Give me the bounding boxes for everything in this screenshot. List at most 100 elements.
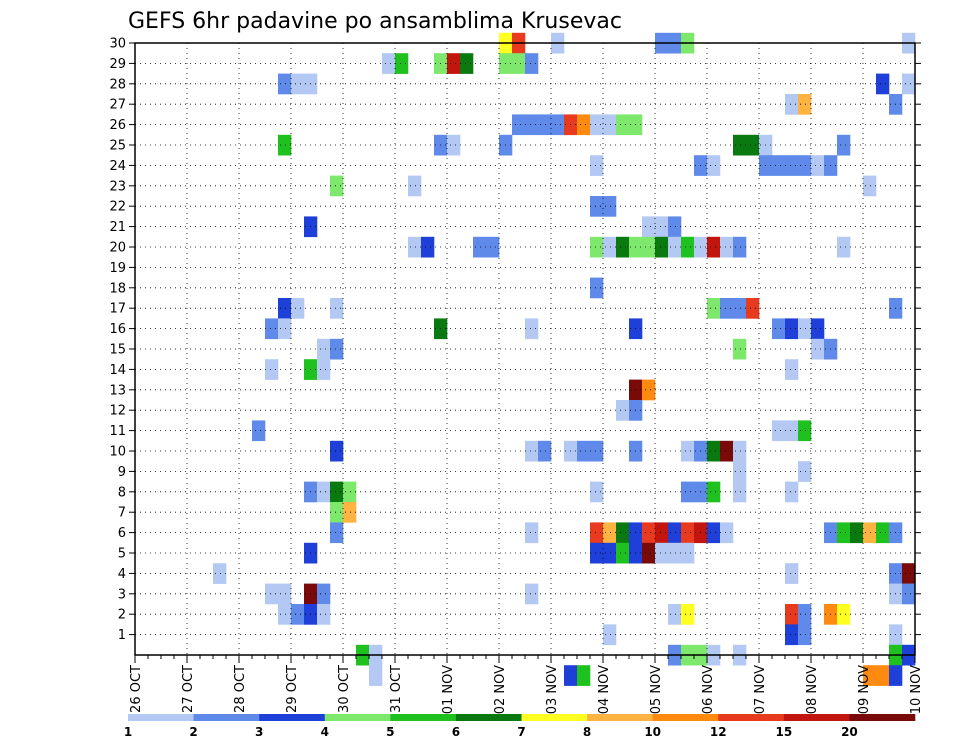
precip-cell [707, 481, 721, 503]
precip-cell [473, 236, 487, 258]
precip-cell [707, 298, 721, 319]
y-tick-label: 23 [109, 179, 126, 194]
precip-cell [278, 583, 292, 605]
precip-cell [382, 53, 396, 74]
precip-cell [811, 338, 825, 360]
precip-cell [447, 53, 461, 74]
x-tick-label: 26 OCT [129, 665, 144, 713]
y-tick-label: 13 [109, 383, 126, 398]
x-tick-label: 27 OCT [181, 665, 196, 713]
y-tick-label: 19 [109, 261, 126, 276]
precip-cell [863, 665, 877, 686]
precip-cell [343, 502, 357, 523]
precip-cell [798, 318, 812, 340]
precip-cell [785, 359, 799, 380]
precip-cell [785, 155, 799, 176]
precip-cell [291, 298, 305, 319]
precip-cell [642, 236, 656, 258]
precip-cell [590, 155, 604, 176]
precip-cell [642, 216, 656, 238]
precip-cell [265, 318, 279, 340]
colorbar-swatch [587, 714, 653, 721]
precip-cell [733, 338, 747, 360]
precip-cell [525, 114, 539, 136]
precip-cell [876, 665, 890, 686]
precip-cell [746, 298, 760, 319]
precip-cell [590, 522, 604, 544]
x-tick-label: 31 OCT [389, 665, 404, 713]
precip-cell [837, 522, 851, 544]
precip-cell [395, 53, 409, 74]
colorbar-swatch [783, 714, 850, 721]
colorbar-label: 15 [775, 725, 792, 739]
x-tick-label: 07 NOV [753, 665, 768, 714]
precip-cell [681, 542, 695, 564]
colorbar-label: 3 [255, 725, 263, 739]
colorbar-label: 20 [841, 725, 858, 739]
y-tick-label: 9 [118, 465, 126, 480]
x-tick-label: 06 NOV [701, 665, 716, 714]
precip-cell [577, 440, 591, 462]
y-tick-label: 10 [109, 445, 126, 460]
colorbar-swatch [455, 714, 522, 721]
precip-cell [616, 542, 630, 564]
precip-cell [642, 522, 656, 544]
x-tick-label: 03 NOV [545, 665, 560, 714]
x-tick-label: 30 OCT [337, 665, 352, 713]
precip-cell [798, 624, 812, 646]
y-tick-label: 27 [109, 98, 126, 113]
precip-cell [785, 420, 799, 442]
precip-cell [525, 318, 539, 340]
precip-cell [252, 420, 266, 442]
precip-cell [265, 359, 279, 380]
precip-cell [590, 481, 604, 503]
precip-cell [603, 236, 617, 258]
precip-cell [616, 522, 630, 544]
precip-cell [564, 665, 578, 686]
precip-cell [538, 114, 552, 136]
precip-cell [785, 563, 799, 584]
precip-cell [577, 114, 591, 136]
precip-cell [603, 114, 617, 136]
colorbar-swatch [390, 714, 457, 721]
precip-cell [785, 481, 799, 503]
precip-cell [668, 236, 682, 258]
precip-cell [733, 134, 747, 156]
x-tick-label: 05 NOV [649, 665, 664, 714]
y-tick-label: 16 [109, 322, 126, 337]
precip-cell [655, 216, 669, 238]
precip-cell [902, 73, 916, 95]
y-tick-label: 12 [109, 404, 126, 419]
precip-cell [668, 604, 682, 625]
precip-cell [369, 665, 383, 686]
y-tick-label: 24 [109, 159, 126, 174]
precip-cell [421, 236, 435, 258]
x-tick-label: 08 NOV [805, 665, 820, 714]
precip-cell [330, 481, 344, 503]
colorbar-swatch [128, 714, 194, 721]
precip-cell [811, 318, 825, 340]
y-tick-label: 22 [109, 200, 126, 215]
x-axis: 26 OCT 27 OCT 28 OCT 29 OCT 30 OCT 31 OCT 01 N… [129, 655, 924, 714]
precip-cell [837, 134, 851, 156]
precip-cell [785, 604, 799, 625]
precip-cell [772, 155, 786, 176]
precip-cell [447, 134, 461, 156]
colorbar-label: 4 [321, 725, 329, 739]
precip-cell [798, 94, 812, 115]
precip-cell [655, 542, 669, 564]
precip-cell [850, 522, 864, 544]
colorbar-label: 1 [124, 725, 132, 739]
precip-cell [616, 114, 630, 136]
colorbar-swatch [324, 714, 391, 721]
colorbar-label: 12 [710, 725, 727, 739]
precip-cell [551, 114, 565, 136]
precip-cell [330, 440, 344, 462]
precip-cell [343, 481, 357, 503]
precip-cell [733, 461, 747, 482]
precip-cell [278, 318, 292, 340]
y-tick-label: 17 [109, 302, 126, 317]
precip-cell [616, 236, 630, 258]
heatmap-cells [213, 32, 916, 686]
precip-cell [733, 236, 747, 258]
